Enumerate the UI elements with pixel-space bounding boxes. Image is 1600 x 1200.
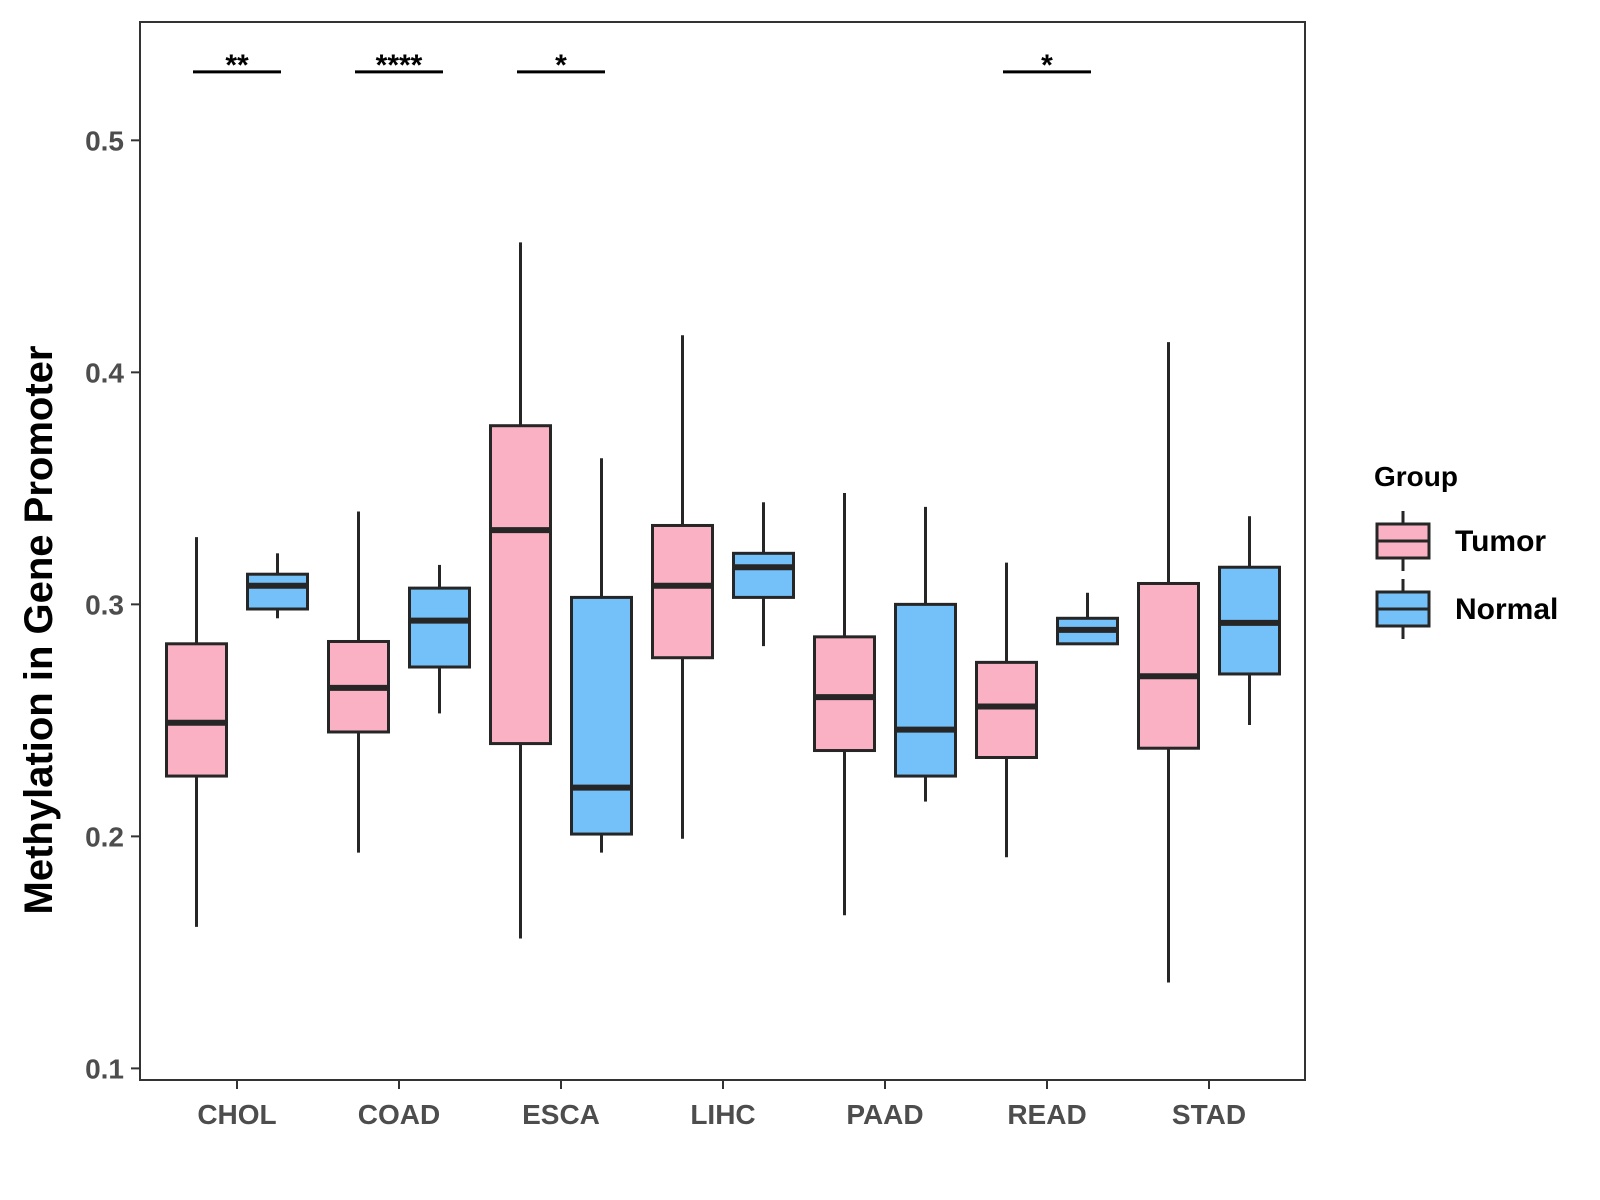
box-normal-chol: [246, 553, 309, 619]
y-tick-label: 0.3: [85, 589, 124, 620]
x-tick-label: LIHC: [690, 1099, 755, 1130]
box-body: [894, 602, 957, 778]
y-axis: 0.1 0.2 0.3 0.4 0.5: [85, 125, 140, 1084]
box-normal-stad: [1218, 516, 1281, 726]
significance-label: *: [555, 49, 567, 82]
plot-panel: [139, 21, 1306, 1081]
significance-label: *: [1041, 49, 1053, 82]
box-normal-paad: [894, 506, 957, 802]
box-body: [813, 635, 876, 753]
box-tumor-coad: [327, 511, 390, 853]
box-tumor-lihc: [651, 335, 714, 839]
box-body: [246, 572, 309, 611]
box-body: [651, 523, 714, 660]
significance-annotations: ** **** * *: [193, 49, 1091, 82]
box-tumor-read: [975, 562, 1038, 858]
x-tick-label: READ: [1007, 1099, 1086, 1130]
box-body: [975, 660, 1038, 759]
y-tick-label: 0.1: [85, 1053, 124, 1084]
legend: Group Tumor Normal: [1374, 461, 1558, 639]
box-tumor-stad: [1137, 342, 1200, 983]
y-tick-label: 0.2: [85, 821, 124, 852]
legend-key-normal: [1375, 579, 1431, 639]
legend-key-tumor: [1375, 511, 1431, 571]
y-tick-label: 0.5: [85, 125, 124, 156]
y-tick-label: 0.4: [85, 357, 124, 388]
legend-label-normal: Normal: [1455, 593, 1558, 626]
box-body: [1137, 581, 1200, 750]
box-normal-esca: [570, 458, 633, 853]
y-axis-title: Methylation in Gene Promoter: [17, 346, 61, 915]
x-tick-label: COAD: [358, 1099, 440, 1130]
box-body: [570, 595, 633, 836]
box-body: [165, 642, 228, 778]
box-normal-coad: [408, 564, 471, 714]
x-axis: CHOL COAD ESCA LIHC PAAD READ STAD: [197, 1080, 1246, 1130]
x-tick-label: CHOL: [197, 1099, 276, 1130]
legend-title: Group: [1374, 461, 1458, 492]
box-series: [165, 242, 1281, 983]
significance-label: ****: [376, 49, 423, 82]
x-tick-label: STAD: [1172, 1099, 1246, 1130]
significance-label: **: [225, 49, 249, 82]
box-tumor-chol: [165, 537, 228, 927]
x-tick-label: PAAD: [846, 1099, 923, 1130]
box-body: [732, 551, 795, 599]
box-tumor-paad: [813, 492, 876, 916]
legend-label-tumor: Tumor: [1455, 525, 1546, 558]
box-tumor-esca: [489, 242, 552, 939]
box-normal-lihc: [732, 502, 795, 647]
box-body: [489, 424, 552, 746]
box-body: [408, 586, 471, 669]
x-tick-label: ESCA: [522, 1099, 600, 1130]
box-normal-read: [1056, 592, 1119, 646]
